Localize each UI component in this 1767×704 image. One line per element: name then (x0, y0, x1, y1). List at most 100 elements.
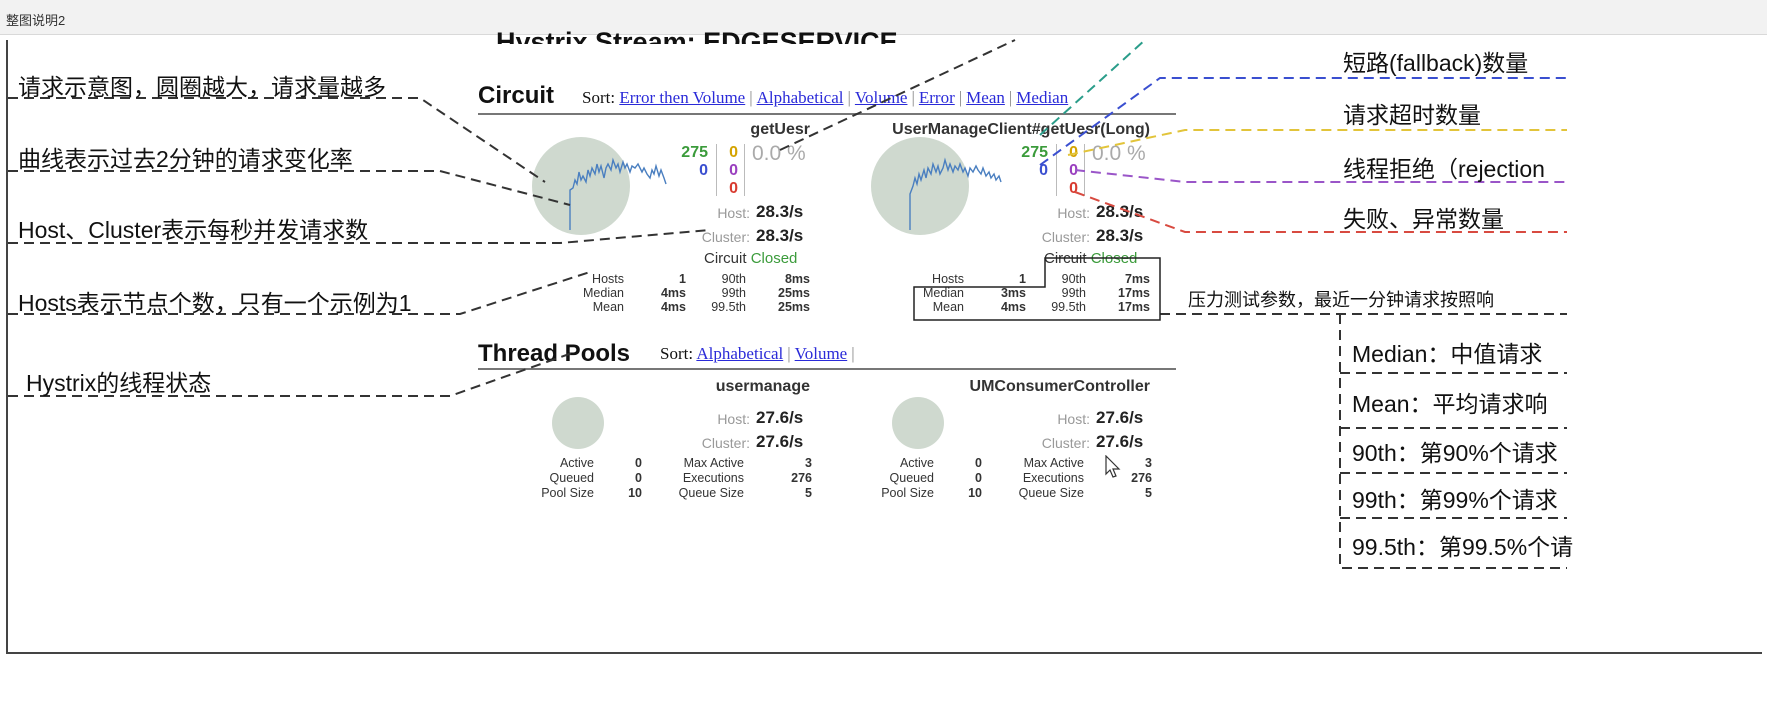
p90-label: 90th (721, 272, 746, 286)
annotation-curve: 曲线表示过去2分钟的请求变化率 (18, 146, 353, 172)
circuit-sparkline (569, 157, 667, 230)
mouse-cursor-icon (1105, 455, 1121, 478)
annotation-bubble-size: 请求示意图，圆圈越大，请求量越多 (18, 74, 386, 100)
host-label: Host: (1057, 411, 1090, 427)
executions-value: 276 (791, 471, 812, 485)
hosts-label: Hosts (592, 272, 624, 286)
cluster-rate: 28.3/s (756, 226, 804, 245)
circuit-status-value: Closed (1090, 250, 1138, 267)
p90-label: 90th (1061, 272, 1086, 286)
queue-size-label: Queue Size (1018, 486, 1084, 500)
mean-label: Mean (592, 300, 624, 314)
queue-size-value: 5 (805, 486, 812, 500)
hosts-value: 1 (679, 272, 686, 286)
circuit-sparkline (909, 157, 1002, 230)
pool-size-value: 10 (628, 486, 642, 500)
circuit-sort-label: Sort: (582, 88, 616, 107)
timeout-count: 0 (729, 144, 738, 161)
pool-size-label: Pool Size (881, 486, 934, 500)
short-circuited-count: 0 (1039, 162, 1048, 179)
p99-label: 99th (721, 286, 746, 300)
median-label: Median (923, 286, 964, 300)
mean-value: 4ms (1000, 300, 1026, 314)
max-active-label: Max Active (1023, 456, 1084, 470)
pool-volume-bubble (892, 397, 944, 449)
failure-count: 0 (729, 180, 738, 197)
sort-error-link[interactable]: Error (918, 88, 955, 107)
cluster-label: Cluster: (1041, 435, 1090, 451)
annotation-median: Median：中值请求 (1352, 341, 1543, 367)
circuit-status: Circuit Closed (1044, 250, 1137, 267)
executions-label: Executions (1022, 471, 1084, 485)
rejected-count: 0 (1069, 162, 1078, 179)
circuit-status: Circuit Closed (704, 250, 797, 267)
error-percentage: 0.0 % (752, 142, 806, 165)
cluster-rate: 28.3/s (1096, 226, 1144, 245)
pool-host-rate: 27.6/s (1096, 408, 1144, 427)
queued-value: 0 (635, 471, 642, 485)
short-circuited-count: 0 (699, 162, 708, 179)
queued-label: Queued (889, 471, 934, 485)
p995-value: 25ms (778, 300, 810, 314)
queue-size-label: Queue Size (678, 486, 744, 500)
error-percentage: 0.0 % (1092, 142, 1146, 165)
pool-cluster-rate: 27.6/s (756, 432, 804, 451)
circuit-volume-bubble (871, 137, 969, 235)
queued-label: Queued (549, 471, 594, 485)
host-rate: 28.3/s (756, 202, 804, 221)
timeout-count: 0 (1069, 144, 1078, 161)
hosts-value: 1 (1019, 272, 1026, 286)
pool-sort-alphabetical-link[interactable]: Alphabetical (696, 344, 784, 363)
pool-host-rate: 27.6/s (756, 408, 804, 427)
thread-pools-divider (478, 368, 1176, 370)
active-label: Active (899, 456, 934, 470)
sort-median-link[interactable]: Median (1016, 88, 1069, 107)
window-title: 整图说明2 (6, 13, 66, 28)
annotation-rejection: 线程拒绝（rejection (1343, 156, 1545, 182)
pool-sort-volume-link[interactable]: Volume (794, 344, 848, 363)
annotation-hosts: Hosts表示节点个数，只有一个示例为1 (18, 290, 412, 316)
annotation-timeout: 请求超时数量 (1343, 102, 1481, 128)
annotation-mean: Mean：平均请求响 (1352, 391, 1548, 417)
p99-value: 17ms (1118, 286, 1150, 300)
thread-pools-sort-label: Sort: (660, 344, 694, 363)
circuit-name: UserManageClient#getUesr(Long) (892, 121, 1150, 138)
counter-divider (716, 144, 717, 196)
host-rate: 28.3/s (1096, 202, 1144, 221)
p995-label: 99.5th (711, 300, 746, 314)
circuit-section-title: Circuit (478, 82, 555, 109)
counter-divider (1056, 144, 1057, 196)
sort-error-then-volume-link[interactable]: Error then Volume (619, 88, 746, 107)
success-count: 275 (1021, 144, 1048, 161)
active-value: 0 (975, 456, 982, 470)
median-value: 3ms (1000, 286, 1026, 300)
p90-value: 8ms (784, 272, 810, 286)
hosts-label: Hosts (932, 272, 964, 286)
host-label: Host: (1057, 205, 1090, 221)
sort-mean-link[interactable]: Mean (966, 88, 1005, 107)
pool-name: UMConsumerController (969, 378, 1150, 395)
circuit-status-label: Circuit (704, 250, 747, 267)
p99-value: 25ms (778, 286, 810, 300)
circuit-name: getUesr (750, 121, 810, 138)
cluster-label: Cluster: (1041, 229, 1090, 245)
stream-title: Hystrix Stream: EDGESERVICE (496, 27, 898, 44)
pool-volume-bubble (552, 397, 604, 449)
content-frame (6, 40, 1762, 654)
failure-count: 0 (1069, 180, 1078, 197)
host-label: Host: (717, 205, 750, 221)
circuit-sort-bar: Sort: Error then Volume | Alphabetical | Vol… (582, 88, 1069, 107)
max-active-value: 3 (805, 456, 812, 470)
max-active-value: 3 (1145, 456, 1152, 470)
annotation-failure: 失败、异常数量 (1343, 206, 1504, 232)
pool-size-label: Pool Size (541, 486, 594, 500)
sort-volume-link[interactable]: Volume (854, 88, 908, 107)
circuit-status-label: Circuit (1044, 250, 1087, 267)
mean-label: Mean (932, 300, 964, 314)
median-value: 4ms (660, 286, 686, 300)
p99-label: 99th (1061, 286, 1086, 300)
sort-alphabetical-link[interactable]: Alphabetical (756, 88, 844, 107)
counter-divider (1084, 144, 1085, 196)
annotation-stats-note: 压力测试参数，最近一分钟请求按照响 (1188, 290, 1494, 310)
counter-divider (744, 144, 745, 196)
